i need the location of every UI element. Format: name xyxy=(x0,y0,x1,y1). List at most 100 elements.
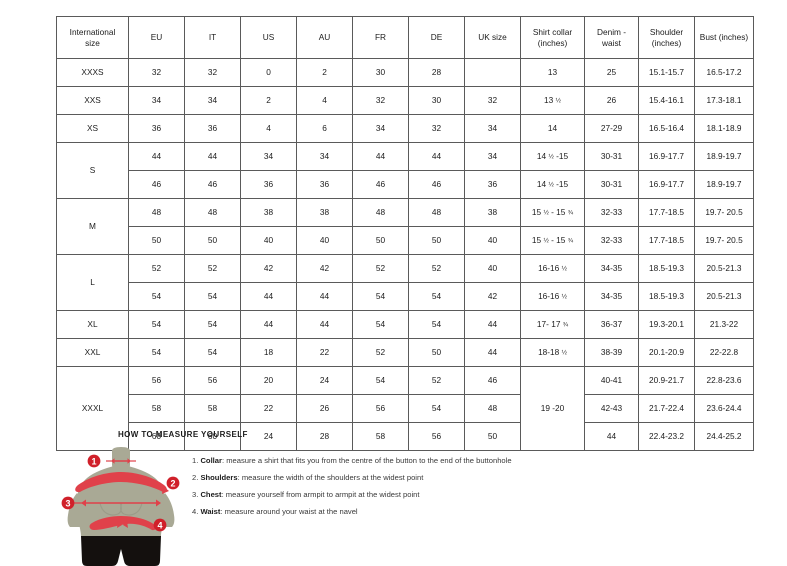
cell-au: 24 xyxy=(296,366,353,395)
cell-fr: 54 xyxy=(352,282,409,311)
fraction-glyph: ½ xyxy=(543,237,549,245)
cell-de: 54 xyxy=(408,394,465,423)
cell-uk: 50 xyxy=(464,422,521,451)
cell-bust: 18.1-18.9 xyxy=(694,114,754,143)
cell-eu: 48 xyxy=(128,198,185,227)
instruction-text: : measure around your waist at the navel xyxy=(220,507,358,517)
cell-uk: 34 xyxy=(464,142,521,171)
cell-international-size: XXXS xyxy=(56,58,129,87)
cell-uk: 42 xyxy=(464,282,521,311)
cell-eu: 46 xyxy=(128,170,185,199)
cell-fr: 54 xyxy=(352,366,409,395)
cell-de: 30 xyxy=(408,86,465,115)
cell-shoulder: 16.5-16.4 xyxy=(638,114,695,143)
cell-shoulder: 17.7-18.5 xyxy=(638,198,695,227)
cell-eu: 36 xyxy=(128,114,185,143)
cell-bust: 17.3-18.1 xyxy=(694,86,754,115)
fraction-glyph: ½ xyxy=(561,349,567,357)
cell-shirt-collar: 16-16 ½ xyxy=(520,254,585,283)
fraction-glyph: ¾ xyxy=(562,321,569,329)
fraction-glyph: ½ xyxy=(561,293,567,301)
cell-fr: 58 xyxy=(352,422,409,451)
column-header-1: EU xyxy=(128,16,185,59)
column-header-0: International size xyxy=(56,16,129,59)
table-row: 46 46 36 36 46 46 36 14 ½ -15 30-31 16.9-17.7 18.9… xyxy=(57,170,754,199)
cell-de: 52 xyxy=(408,366,465,395)
column-header-line: Shirt collar xyxy=(532,27,573,38)
cell-international-size: XXS xyxy=(56,86,129,115)
cell-uk: 46 xyxy=(464,366,521,395)
cell-international-size: XL xyxy=(56,310,129,339)
cell-it: 58 xyxy=(184,394,241,423)
svg-text:4: 4 xyxy=(157,520,162,530)
cell-bust: 23.6-24.4 xyxy=(694,394,754,423)
cell-au: 36 xyxy=(296,170,353,199)
cell-it: 56 xyxy=(184,366,241,395)
cell-international-size: L xyxy=(56,254,129,311)
measure-instruction-1: 1. Collar: measure a shirt that fits you… xyxy=(192,457,512,465)
cell-fr: 54 xyxy=(352,310,409,339)
cell-us: 44 xyxy=(240,282,297,311)
cell-fr: 52 xyxy=(352,254,409,283)
cell-denim: 27-29 xyxy=(584,114,639,143)
cell-fr: 48 xyxy=(352,198,409,227)
cell-eu: 32 xyxy=(128,58,185,87)
svg-text:1: 1 xyxy=(91,456,96,466)
cell-eu: 54 xyxy=(128,338,185,367)
fraction-glyph: ¾ xyxy=(567,209,574,217)
cell-uk: 36 xyxy=(464,170,521,199)
cell-uk: 48 xyxy=(464,394,521,423)
cell-fr: 30 xyxy=(352,58,409,87)
cell-eu: 52 xyxy=(128,254,185,283)
column-header-line: (inches) xyxy=(537,37,568,48)
table-row: L 52 52 42 42 52 52 40 16-16 ½ 34-35 18.5-19.3 20.5… xyxy=(56,254,754,311)
cell-shoulder: 17.7-18.5 xyxy=(638,226,695,255)
cell-shoulder: 20.1-20.9 xyxy=(638,338,695,367)
column-header-6: DE xyxy=(408,16,465,59)
cell-denim: 30-31 xyxy=(584,142,639,171)
how-to-measure-body: 1 2 3 4 1. Collar: measur xyxy=(56,445,746,566)
column-header-line: DE xyxy=(430,32,443,43)
cell-de: 50 xyxy=(408,226,465,255)
cell-shirt-collar: 13 xyxy=(520,58,585,87)
cell-it: 32 xyxy=(184,58,241,87)
table-row: 50 50 40 40 50 50 40 15 ½ - 15 ¾ 32-33 17.7-18.5 1… xyxy=(57,226,754,255)
marker-2-circle: 2 xyxy=(166,476,180,490)
cell-au: 2 xyxy=(296,58,353,87)
cell-us: 36 xyxy=(240,170,297,199)
cell-eu: 60 xyxy=(128,422,185,451)
cell-us: 20 xyxy=(240,366,297,395)
cell-de: 28 xyxy=(408,58,465,87)
instruction-keyword: Shoulders xyxy=(200,473,238,483)
cell-shoulder: 16.9-17.7 xyxy=(638,170,695,199)
marker-1-circle: 1 xyxy=(87,454,101,468)
cell-shoulder: 15.1-15.7 xyxy=(638,58,695,87)
cell-de: 52 xyxy=(408,254,465,283)
column-header-line: IT xyxy=(208,32,217,43)
cell-international-size: XXL xyxy=(56,338,129,367)
cell-bust: 20.5-21.3 xyxy=(694,254,754,283)
cell-us: 0 xyxy=(240,58,297,87)
cell-au: 28 xyxy=(296,422,353,451)
cell-it: 52 xyxy=(184,254,241,283)
column-header-line: size xyxy=(85,37,100,48)
cell-shirt-collar: 14 ½ -15 xyxy=(520,170,585,199)
column-header-line: Denim - xyxy=(596,27,627,38)
column-header-5: FR xyxy=(352,16,409,59)
measure-instruction-2: 2. Shoulders: measure the width of the s… xyxy=(192,474,512,482)
instruction-number: 2. xyxy=(192,473,201,483)
table-row: XXS 34 34 2 4 32 30 32 13 ½ 26 15.4-16.1 17.3-18.1 xyxy=(56,86,754,115)
column-header-line: waist xyxy=(602,37,621,48)
cell-us: 24 xyxy=(240,422,297,451)
table-row: S 44 44 34 34 44 44 34 14 ½ -15 30-31 16.9-17.7 18.… xyxy=(56,142,754,199)
cell-us: 34 xyxy=(240,142,297,171)
cell-fr: 52 xyxy=(352,338,409,367)
instruction-text: : measure the width of the shoulders at … xyxy=(237,473,424,483)
cell-uk: 32 xyxy=(464,86,521,115)
cell-shoulder: 18.5-19.3 xyxy=(638,282,695,311)
cell-de: 56 xyxy=(408,422,465,451)
cell-de: 54 xyxy=(408,310,465,339)
cell-shoulder: 21.7-22.4 xyxy=(638,394,695,423)
cell-au: 34 xyxy=(296,142,353,171)
table-row: XXXL 56 56 20 24 54 52 46 19 -20 40-41 20.9-21.7 22… xyxy=(56,366,754,451)
